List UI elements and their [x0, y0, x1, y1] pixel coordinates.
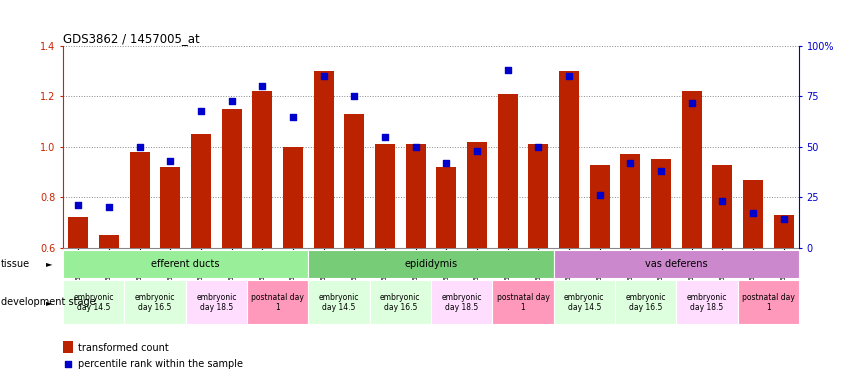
Text: transformed count: transformed count: [77, 343, 168, 353]
Bar: [309, 280, 370, 324]
Point: [777, 217, 791, 223]
Text: postnatal day
1: postnatal day 1: [742, 293, 795, 312]
Bar: [63, 250, 309, 278]
Point: [563, 73, 576, 79]
Text: epididymis: epididymis: [405, 259, 458, 269]
Bar: [252, 91, 272, 248]
Bar: [63, 341, 72, 353]
Point: [378, 134, 392, 140]
Text: embryonic
day 18.5: embryonic day 18.5: [687, 293, 727, 312]
Bar: [774, 215, 794, 248]
Text: embryonic
day 14.5: embryonic day 14.5: [564, 293, 605, 312]
Bar: [161, 167, 180, 248]
Bar: [99, 235, 119, 248]
Point: [286, 114, 299, 120]
Point: [133, 144, 146, 150]
Point: [194, 108, 208, 114]
Bar: [431, 280, 492, 324]
Bar: [743, 180, 763, 248]
Point: [71, 202, 85, 209]
Bar: [738, 280, 799, 324]
Point: [347, 93, 361, 99]
Bar: [283, 147, 303, 248]
Text: postnatal day
1: postnatal day 1: [496, 293, 549, 312]
Bar: [492, 280, 553, 324]
Text: embryonic
day 18.5: embryonic day 18.5: [196, 293, 236, 312]
Point: [685, 99, 698, 106]
Point: [470, 148, 484, 154]
Point: [61, 361, 75, 367]
Bar: [651, 159, 671, 248]
Bar: [682, 91, 701, 248]
Bar: [498, 94, 517, 248]
Bar: [590, 164, 610, 248]
Bar: [615, 280, 676, 324]
Bar: [712, 164, 733, 248]
Point: [654, 168, 668, 174]
Text: ►: ►: [46, 260, 53, 268]
Point: [623, 160, 637, 166]
Text: embryonic
day 16.5: embryonic day 16.5: [380, 293, 420, 312]
Bar: [621, 154, 640, 248]
Point: [593, 192, 606, 199]
Text: embryonic
day 18.5: embryonic day 18.5: [442, 293, 482, 312]
Text: ►: ►: [46, 298, 53, 307]
Point: [317, 73, 331, 79]
Bar: [222, 109, 241, 248]
Bar: [186, 280, 247, 324]
Point: [225, 98, 239, 104]
Bar: [436, 167, 457, 248]
Point: [746, 210, 759, 217]
Text: embryonic
day 16.5: embryonic day 16.5: [135, 293, 175, 312]
Point: [532, 144, 545, 150]
Point: [409, 144, 422, 150]
Bar: [124, 280, 186, 324]
Bar: [345, 114, 364, 248]
Text: embryonic
day 14.5: embryonic day 14.5: [73, 293, 114, 312]
Bar: [314, 71, 334, 248]
Bar: [130, 152, 150, 248]
Bar: [553, 250, 799, 278]
Bar: [528, 144, 548, 248]
Text: percentile rank within the sample: percentile rank within the sample: [77, 359, 243, 369]
Point: [164, 158, 177, 164]
Point: [501, 67, 515, 73]
Bar: [309, 250, 553, 278]
Bar: [375, 144, 395, 248]
Bar: [467, 142, 487, 248]
Bar: [191, 134, 211, 248]
Text: vas deferens: vas deferens: [645, 259, 707, 269]
Point: [440, 160, 453, 166]
Bar: [68, 217, 88, 248]
Text: efferent ducts: efferent ducts: [151, 259, 220, 269]
Text: GDS3862 / 1457005_at: GDS3862 / 1457005_at: [63, 32, 200, 45]
Bar: [676, 280, 738, 324]
Bar: [553, 280, 615, 324]
Bar: [63, 280, 124, 324]
Text: development stage: development stage: [1, 297, 96, 308]
Point: [256, 83, 269, 89]
Text: embryonic
day 16.5: embryonic day 16.5: [626, 293, 666, 312]
Bar: [370, 280, 431, 324]
Text: tissue: tissue: [1, 259, 30, 269]
Text: embryonic
day 14.5: embryonic day 14.5: [319, 293, 359, 312]
Bar: [559, 71, 579, 248]
Point: [103, 204, 116, 210]
Bar: [405, 144, 426, 248]
Bar: [247, 280, 309, 324]
Text: postnatal day
1: postnatal day 1: [251, 293, 304, 312]
Point: [716, 198, 729, 204]
